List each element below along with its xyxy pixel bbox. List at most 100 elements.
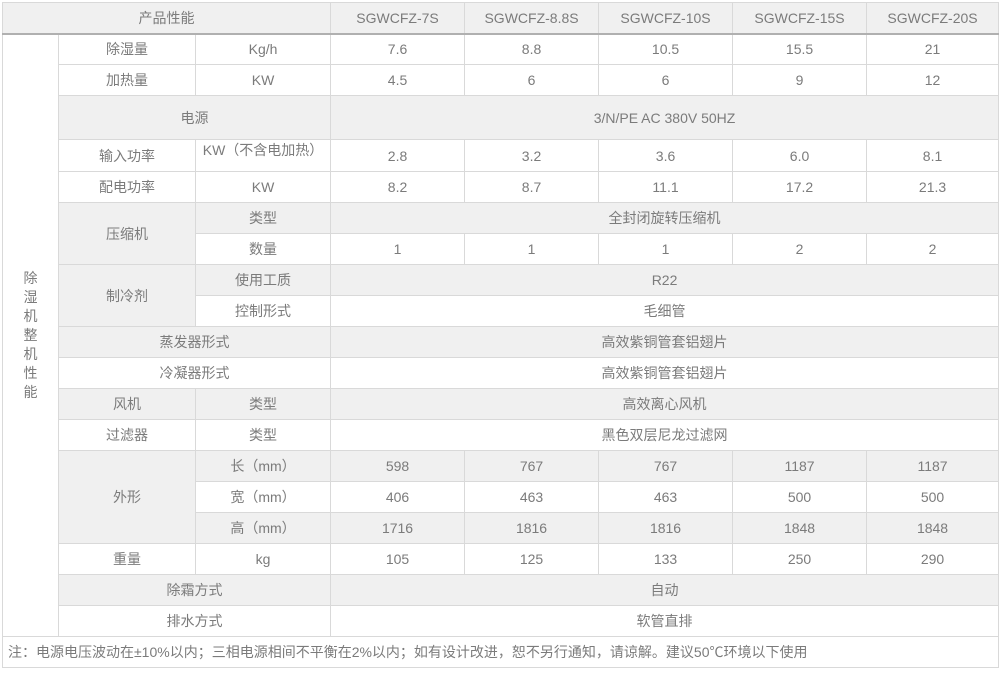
spec-label: 外形 (58, 450, 196, 544)
spec-value: 4.5 (330, 64, 466, 96)
spec-label: 风机 (58, 388, 196, 420)
table-row: 蒸发器形式 高效紫铜管套铝翅片 (3, 326, 1000, 358)
spec-value: 1848 (866, 512, 1000, 544)
side-category-label: 除 湿 机 整 机 性 能 (23, 269, 38, 400)
model-column-header: SGWCFZ-7S (330, 2, 466, 35)
spec-value: R22 (330, 264, 1000, 296)
table-row: 重量 kg 105 125 133 250 290 (3, 543, 1000, 575)
model-column-header: SGWCFZ-20S (866, 2, 1000, 35)
spec-value: 1 (598, 233, 734, 265)
corner-header: 产品性能 (1, 2, 332, 35)
spec-value: 250 (732, 543, 868, 575)
table-row: 电源 3/N/PE AC 380V 50HZ (3, 95, 1000, 140)
spec-unit: kg (194, 543, 332, 575)
spec-unit: 高（mm） (194, 512, 332, 544)
spec-value: 105 (330, 543, 466, 575)
spec-label: 除霜方式 (57, 574, 332, 606)
model-column-header: SGWCFZ-8.8S (464, 2, 600, 35)
spec-value: 高效紫铜管套铝翅片 (330, 326, 1000, 358)
spec-value: 1 (464, 233, 600, 265)
table-row: 加热量 KW 4.5 6 6 9 12 (3, 64, 1000, 96)
spec-value: 767 (464, 450, 600, 482)
spec-unit: 宽（mm） (194, 481, 332, 513)
spec-value: 毛细管 (330, 295, 1000, 327)
spec-value: 598 (330, 450, 466, 482)
model-column-header: SGWCFZ-15S (732, 2, 868, 35)
table-row: 压缩机 类型 全封闭旋转压缩机 (3, 202, 1000, 265)
spec-value: 软管直排 (330, 605, 1000, 637)
table-row: 宽（mm） 406 463 463 500 500 (3, 481, 1000, 513)
spec-value: 8.2 (330, 171, 466, 203)
footnote-row: 注：电源电压波动在±10%以内；三相电源相间不平衡在2%以内；如有设计改进，恕不… (1, 636, 1000, 668)
table-row: 数量 1 1 1 2 2 (3, 233, 1000, 265)
table-row: 制冷剂 使用工质 R22 (3, 264, 1000, 327)
spec-label: 加热量 (58, 64, 196, 96)
spec-value: 8.7 (464, 171, 600, 203)
spec-value: 2 (732, 233, 868, 265)
table-row: 配电功率 KW 8.2 8.7 11.1 17.2 21.3 (3, 171, 1000, 203)
spec-value: 1848 (732, 512, 868, 544)
table-row: 除 湿 机 整 机 性 能除湿量 Kg/h 7.6 8.8 10.5 15.5 21 (2, 33, 1000, 637)
spec-label: 配电功率 (58, 171, 196, 203)
spec-label: 重量 (58, 543, 196, 575)
spec-value: 12 (866, 64, 1000, 96)
table-row: 外形 长（mm） 598 767 767 1187 1187 (3, 450, 1000, 544)
spec-value: 6 (464, 64, 600, 96)
spec-label: 压缩机 (58, 202, 196, 265)
table-row: 输入功率 KW（不含电加热） 2.8 3.2 3.6 6.0 8.1 (3, 139, 1000, 172)
spec-value: 21 (866, 33, 1000, 65)
spec-value: 8.1 (866, 139, 1000, 172)
spec-label: 电源 (57, 95, 332, 140)
table-row: 除霜方式 自动 (3, 574, 1000, 606)
spec-value: 125 (464, 543, 600, 575)
table-row: 排水方式 软管直排 (3, 605, 1000, 637)
spec-label: 输入功率 (58, 139, 196, 172)
spec-value: 6.0 (732, 139, 868, 172)
spec-value: 767 (598, 450, 734, 482)
spec-value: 500 (732, 481, 868, 513)
table-row: 过滤器 类型 黑色双层尼龙过滤网 (3, 419, 1000, 451)
spec-value: 1187 (866, 450, 1000, 482)
side-category-cell: 除 湿 机 整 机 性 能 (2, 33, 59, 637)
spec-label: 除湿量 (58, 33, 196, 65)
spec-value: 1187 (732, 450, 868, 482)
spec-value: 高效紫铜管套铝翅片 (330, 357, 1000, 389)
spec-unit: 使用工质 (194, 264, 332, 296)
spec-label: 冷凝器形式 (57, 357, 332, 389)
spec-unit: 类型 (194, 202, 332, 234)
header-row: 产品性能 SGWCFZ-7S SGWCFZ-8.8S SGWCFZ-10S SGWCF… (1, 2, 1000, 35)
spec-value: 6 (598, 64, 734, 96)
spec-unit: KW (194, 64, 332, 96)
spec-value: 406 (330, 481, 466, 513)
spec-value: 7.6 (330, 33, 466, 65)
spec-value: 1816 (464, 512, 600, 544)
spec-value: 高效离心风机 (330, 388, 1000, 420)
spec-value: 11.1 (598, 171, 734, 203)
spec-value: 2.8 (330, 139, 466, 172)
spec-value: 17.2 (732, 171, 868, 203)
spec-unit: 长（mm） (194, 450, 332, 482)
spec-unit: Kg/h (194, 33, 332, 65)
spec-unit: 类型 (194, 388, 332, 420)
spec-value: 3.2 (464, 139, 600, 172)
spec-value: 8.8 (464, 33, 600, 65)
spec-label: 排水方式 (57, 605, 332, 637)
spec-value: 463 (464, 481, 600, 513)
spec-value: 自动 (330, 574, 1000, 606)
model-column-header: SGWCFZ-10S (598, 2, 734, 35)
spec-value: 2 (866, 233, 1000, 265)
spec-value: 3.6 (598, 139, 734, 172)
spec-value: 500 (866, 481, 1000, 513)
spec-value: 10.5 (598, 33, 734, 65)
spec-value: 133 (598, 543, 734, 575)
spec-unit: 类型 (194, 419, 332, 451)
spec-unit: KW（不含电加热） (194, 139, 332, 172)
spec-value: 15.5 (732, 33, 868, 65)
spec-value: 3/N/PE AC 380V 50HZ (330, 95, 1000, 140)
spec-unit: 数量 (194, 233, 332, 265)
spec-label: 蒸发器形式 (57, 326, 332, 358)
spec-unit: KW (194, 171, 332, 203)
spec-label: 制冷剂 (58, 264, 196, 327)
spec-value: 黑色双层尼龙过滤网 (330, 419, 1000, 451)
spec-value: 463 (598, 481, 734, 513)
